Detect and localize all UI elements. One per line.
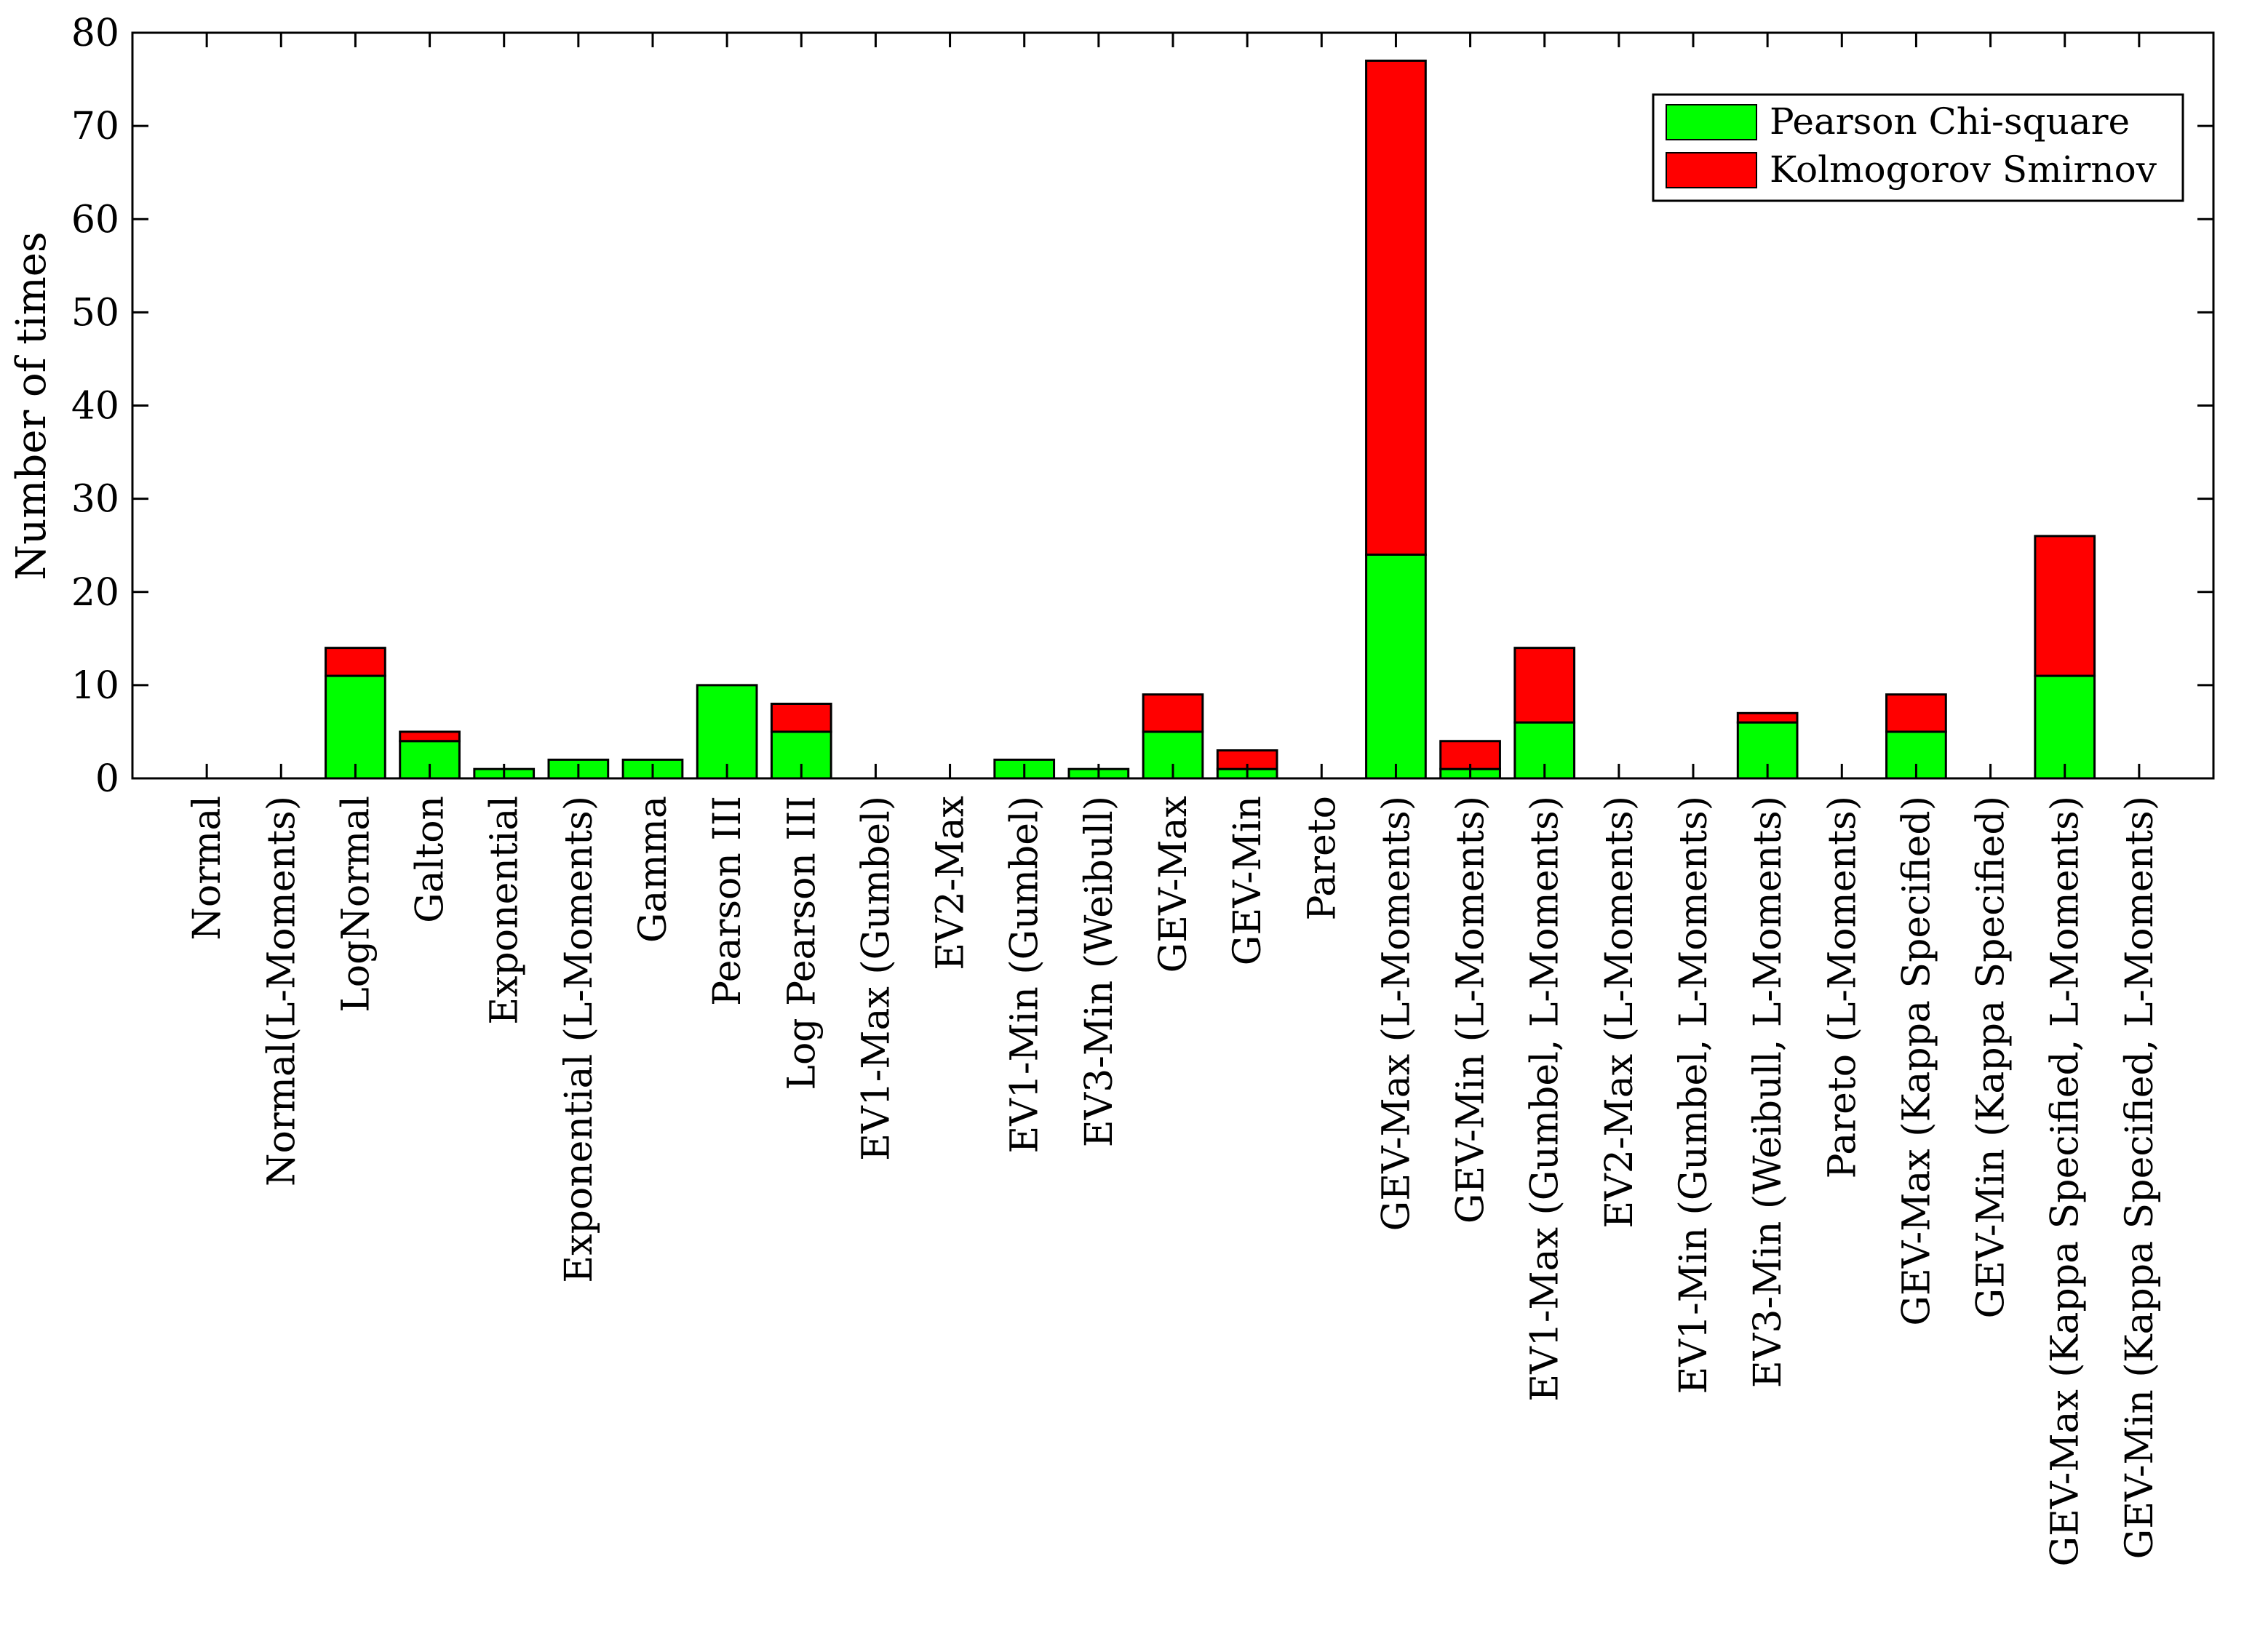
x-tick-label: Pareto (L-Moments) (1821, 796, 1864, 1178)
x-tick-label: EV1-Max (Gumbel) (854, 796, 898, 1161)
bar-segment-s1-13 (1142, 693, 1204, 733)
x-tick-label: Galton (409, 796, 453, 923)
y-ticks-group: 0 10 20 30 40 50 60 70 80 (71, 12, 2213, 801)
y-tick-label: 80 (71, 12, 119, 55)
x-labels-group: Normal Normal(L-Moments) LogNormal Galton Ex… (186, 796, 2162, 1567)
bars-group (325, 59, 2096, 780)
y-tick-label: 10 (71, 664, 119, 708)
bar-segment-s0-25 (2034, 674, 2096, 780)
x-tick-label: LogNormal (334, 796, 378, 1013)
x-tick-label: Pareto (1300, 796, 1344, 921)
bar-segment-s1-23 (1885, 693, 1947, 733)
bar-segment-s0-2 (325, 674, 386, 780)
x-tick-label: Normal (186, 796, 229, 941)
x-tick-label: EV3-Min (Weibull, L-Moments) (1746, 796, 1790, 1388)
x-tick-label: GEV-Min (Kappa Specified) (1970, 796, 2013, 1318)
x-tick-label: EV2-Max (L-Moments) (1598, 796, 1642, 1229)
x-tick-label: GEV-Min (1226, 796, 1270, 965)
y-tick-label: 60 (71, 198, 119, 242)
x-tick-label: EV1-Max (Gumbel, L-Moments) (1524, 796, 1567, 1402)
bar-segment-s1-18 (1513, 647, 1576, 724)
x-tick-label: EV1-Min (Gumbel) (1003, 796, 1047, 1154)
x-tick-label: Gamma (632, 796, 675, 943)
x-tick-label: EV3-Min (Weibull) (1078, 796, 1121, 1147)
x-tick-label: Exponential (483, 796, 527, 1025)
x-tick-label: GEV-Max (Kappa Specified) (1895, 796, 1938, 1326)
x-tick-label: Normal(L-Moments) (260, 796, 303, 1186)
legend-label: Pearson Chi-square (1770, 100, 2130, 143)
legend-label: Kolmogorov Smirnov (1770, 148, 2157, 191)
legend: Pearson Chi-square Kolmogorov Smirnov (1652, 93, 2184, 202)
bar-segment-s0-7 (696, 684, 758, 780)
y-tick-label: 0 (95, 757, 119, 801)
x-tick-label: GEV-Max (Kappa Specified, L-Moments) (2044, 796, 2088, 1567)
y-tick-label: 50 (71, 291, 119, 335)
bar-segment-s1-2 (325, 647, 386, 677)
y-tick-label: 20 (71, 571, 119, 615)
bar-segment-s1-3 (399, 730, 461, 743)
bar-segment-s1-25 (2034, 535, 2096, 677)
x-tick-label: EV1-Min (Gumbel, L-Moments) (1672, 796, 1716, 1394)
bar-segment-s0-16 (1365, 554, 1427, 780)
x-tick-label: GEV-Max (L-Moments) (1374, 796, 1418, 1231)
bar-segment-s1-21 (1736, 711, 1799, 724)
y-axis-label: Number of times (8, 231, 55, 580)
y-tick-label: 70 (71, 105, 119, 148)
y-tick-label: 30 (71, 478, 119, 522)
x-tick-label: Exponential (L-Moments) (557, 796, 601, 1283)
legend-swatch (1666, 104, 1757, 140)
x-tick-label: GEV-Min (L-Moments) (1449, 796, 1493, 1224)
bar-segment-s1-8 (770, 703, 832, 733)
x-tick-label: GEV-Max (1152, 796, 1195, 973)
bar-segment-s1-16 (1365, 59, 1427, 556)
x-tick-label: EV2-Max (929, 796, 973, 970)
y-tick-label: 40 (71, 385, 119, 428)
x-tick-label: Log Pearson III (780, 796, 824, 1090)
x-tick-label: Pearson III (706, 796, 749, 1006)
legend-swatch (1666, 152, 1757, 188)
x-tick-label: GEV-Min (Kappa Specified, L-Moments) (2118, 796, 2162, 1559)
